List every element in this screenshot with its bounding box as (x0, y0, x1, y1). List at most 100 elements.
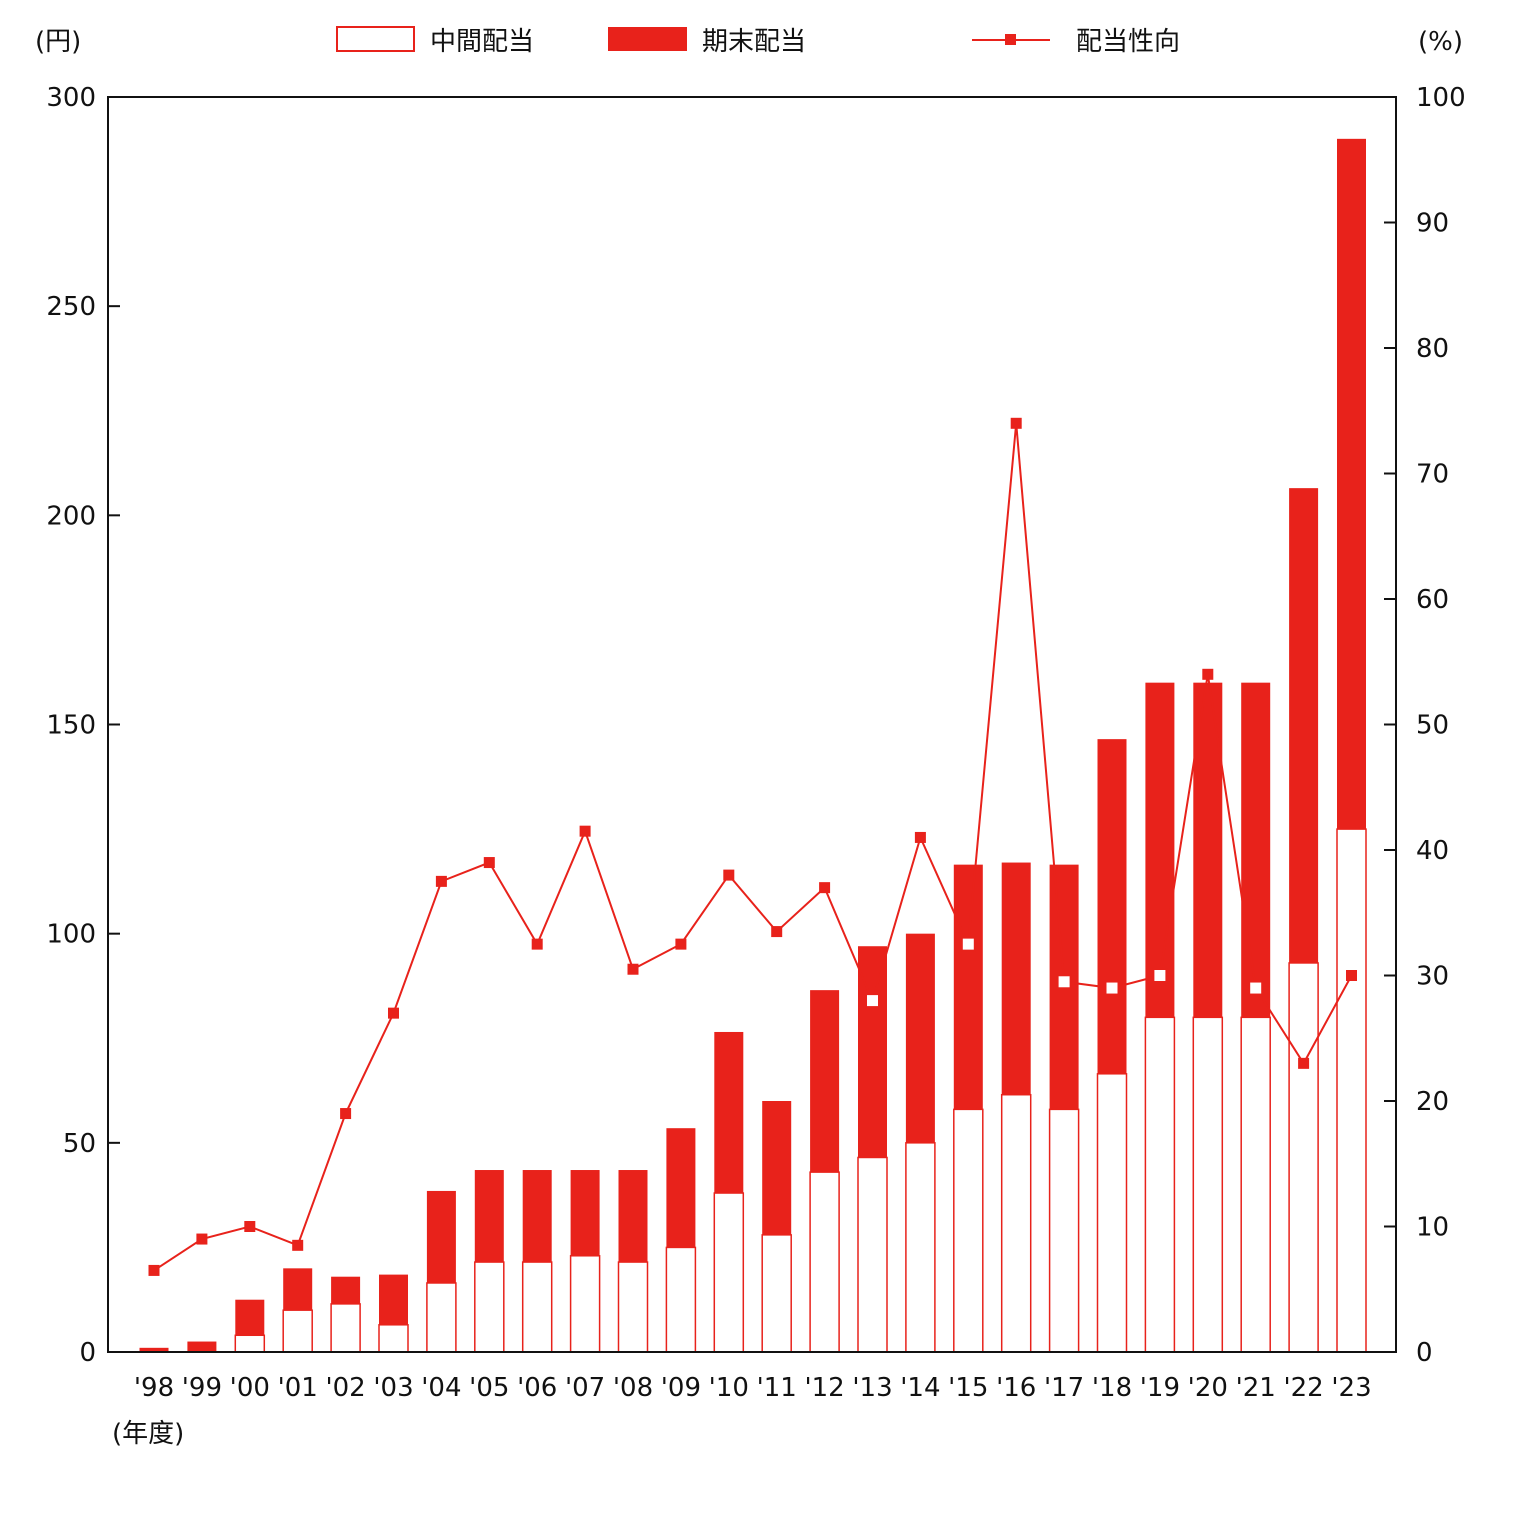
payout-ratio-marker (196, 1233, 208, 1245)
x-tick-label: '11 (757, 1373, 797, 1403)
x-tick-label: '16 (996, 1373, 1036, 1403)
payout-ratio-marker (1056, 974, 1072, 990)
bar-yearend (1241, 682, 1271, 1018)
right-tick-label: 20 (1416, 1087, 1449, 1117)
payout-ratio-marker (914, 831, 926, 843)
bar-yearend (331, 1276, 361, 1304)
bar-yearend (666, 1128, 696, 1248)
left-tick-label: 300 (46, 83, 96, 113)
x-axis-unit: (年度) (112, 1419, 184, 1449)
bar-interim (569, 1255, 601, 1353)
x-tick-label: '17 (1044, 1373, 1084, 1403)
bar-interim (234, 1334, 266, 1353)
x-tick-label: '04 (421, 1373, 461, 1403)
payout-ratio-marker (1104, 980, 1120, 996)
bar-yearend (379, 1274, 408, 1325)
bar-interim (330, 1303, 361, 1353)
bar-interim (953, 1108, 984, 1353)
bar-interim (1000, 1093, 1032, 1353)
left-tick-label: 250 (46, 292, 96, 322)
legend-marker-payout (1005, 34, 1016, 45)
legend-label-interim: 中間配当 (430, 27, 534, 57)
x-axis-labels: '98 '99 '00 '01'02 '03 '04 '05 '06 '07 '08 '09 '10 '… (134, 1373, 1372, 1403)
left-axis-unit: (円) (35, 27, 81, 57)
payout-ratio-series (148, 417, 1357, 1276)
x-tick-label: '09 (661, 1373, 701, 1403)
bar-yearend (762, 1101, 792, 1235)
bar-interim (426, 1282, 457, 1353)
right-axis-ticks: 0 10 20 30 40 50 60 70 80 90 100 (1384, 83, 1466, 1368)
bar-yearend (618, 1170, 648, 1263)
x-tick-label: '21 (1236, 1373, 1276, 1403)
payout-ratio-marker (819, 882, 831, 894)
bar-yearend (426, 1190, 456, 1283)
bar-interim (809, 1171, 840, 1353)
bar-interim (474, 1261, 505, 1353)
bar-interim (713, 1192, 745, 1353)
x-tick-label: '23 (1331, 1373, 1371, 1403)
bar-series (139, 138, 1367, 1353)
bar-interim (521, 1261, 553, 1353)
payout-ratio-marker (723, 869, 735, 881)
bar-interim (1096, 1073, 1128, 1353)
bar-yearend (1097, 739, 1127, 1074)
x-tick-label: '15 (948, 1373, 988, 1403)
bar-yearend (810, 990, 840, 1173)
x-tick-label: '00 (230, 1373, 270, 1403)
right-tick-label: 40 (1416, 836, 1449, 866)
bar-interim (1144, 1016, 1176, 1353)
payout-ratio-marker (388, 1007, 399, 1019)
payout-ratio-marker (579, 825, 591, 837)
left-tick-label: 150 (46, 711, 96, 741)
x-tick-label: '05 (469, 1373, 509, 1403)
payout-ratio-marker (1202, 668, 1214, 680)
bar-interim (1192, 1016, 1224, 1353)
payout-ratio-marker (960, 936, 976, 952)
right-tick-label: 100 (1416, 83, 1466, 113)
legend-label-payout: 配当性向 (1076, 27, 1180, 57)
bar-yearend (235, 1299, 265, 1336)
bar-yearend (283, 1268, 313, 1311)
x-tick-label: '99 (182, 1373, 222, 1403)
x-tick-label: '12 (804, 1373, 844, 1403)
bar-interim (1240, 1016, 1271, 1353)
x-tick-label: '07 (565, 1373, 605, 1403)
right-tick-label: 0 (1416, 1338, 1433, 1368)
right-tick-label: 60 (1416, 585, 1449, 615)
bar-interim (282, 1309, 313, 1353)
left-tick-label: 200 (46, 501, 96, 531)
payout-ratio-marker (531, 938, 543, 950)
plot-frame (107, 96, 1397, 1353)
bar-yearend (1145, 682, 1175, 1018)
x-tick-label: '03 (373, 1373, 413, 1403)
x-tick-label: '20 (1188, 1373, 1228, 1403)
bar-yearend (905, 933, 935, 1143)
x-tick-label: '22 (1283, 1373, 1323, 1403)
payout-ratio-marker (148, 1264, 160, 1276)
bar-yearend (139, 1347, 169, 1352)
bar-interim (378, 1324, 409, 1353)
x-tick-label: '08 (613, 1373, 653, 1403)
bar-yearend (858, 946, 887, 1158)
left-tick-label: 0 (79, 1338, 96, 1368)
payout-ratio-marker (340, 1108, 352, 1120)
left-tick-label: 50 (63, 1129, 96, 1159)
bar-yearend (570, 1170, 600, 1256)
payout-ratio-marker (627, 963, 639, 975)
right-tick-label: 70 (1416, 460, 1449, 490)
x-tick-label: '06 (517, 1373, 557, 1403)
legend-swatch-interim (336, 26, 415, 52)
payout-ratio-marker (1248, 980, 1264, 996)
x-tick-label: '19 (1140, 1373, 1180, 1403)
bar-interim (1336, 828, 1367, 1353)
left-axis-ticks: 0 50 100 150 200 250 300 (46, 83, 120, 1368)
left-tick-label: 100 (46, 920, 96, 950)
payout-ratio-marker (292, 1239, 304, 1251)
x-tick-label: '14 (900, 1373, 940, 1403)
bar-yearend (522, 1170, 552, 1263)
payout-ratio-marker (865, 993, 880, 1009)
payout-ratio-marker (771, 926, 783, 938)
bar-interim (665, 1246, 697, 1353)
x-tick-label: '02 (325, 1373, 365, 1403)
